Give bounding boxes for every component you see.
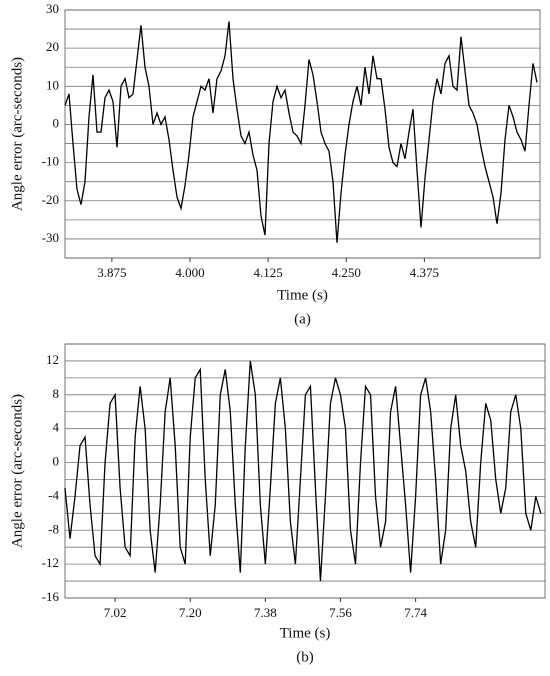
x-tick-label: 4.375 xyxy=(410,265,439,280)
y-tick-label: -4 xyxy=(48,487,59,502)
y-tick-label: 12 xyxy=(46,352,59,367)
x-tick-label: 7.20 xyxy=(179,605,202,620)
x-tick-label: 4.125 xyxy=(254,265,283,280)
x-tick-label: 7.74 xyxy=(404,605,427,620)
x-tick-label: 3.875 xyxy=(97,265,126,280)
x-tick-label: 4.000 xyxy=(175,265,204,280)
y-axis-label: Angle error (arc-seconds) xyxy=(9,394,25,548)
caption: (a) xyxy=(294,311,311,327)
data-line xyxy=(64,360,542,582)
x-axis-label: Time (s) xyxy=(280,625,331,641)
x-axis-label: Time (s) xyxy=(277,287,328,303)
x-tick-label: 7.02 xyxy=(104,605,127,620)
x-tick-label: 4.250 xyxy=(332,265,361,280)
x-tick-label: 7.38 xyxy=(254,605,277,620)
plot-frame xyxy=(64,9,541,259)
y-axis-label: Angle error (arc-seconds) xyxy=(9,57,25,211)
y-tick-label: 20 xyxy=(46,39,59,54)
y-tick-label: -20 xyxy=(42,192,59,207)
y-tick-label: -30 xyxy=(42,230,59,245)
plot-frame xyxy=(64,343,546,599)
y-tick-label: -8 xyxy=(48,521,59,536)
y-tick-label: -10 xyxy=(42,154,59,169)
y-tick-label: 30 xyxy=(46,1,59,16)
y-tick-label: -12 xyxy=(42,555,59,570)
x-tick-label: 7.56 xyxy=(329,605,352,620)
y-tick-label: 8 xyxy=(53,386,60,401)
y-tick-label: 10 xyxy=(46,77,59,92)
y-tick-label: 0 xyxy=(53,454,60,469)
y-tick-label: -16 xyxy=(42,589,60,604)
y-tick-label: 4 xyxy=(53,420,60,435)
y-tick-label: 0 xyxy=(53,115,60,130)
caption: (b) xyxy=(296,649,314,665)
data-line xyxy=(64,21,538,243)
